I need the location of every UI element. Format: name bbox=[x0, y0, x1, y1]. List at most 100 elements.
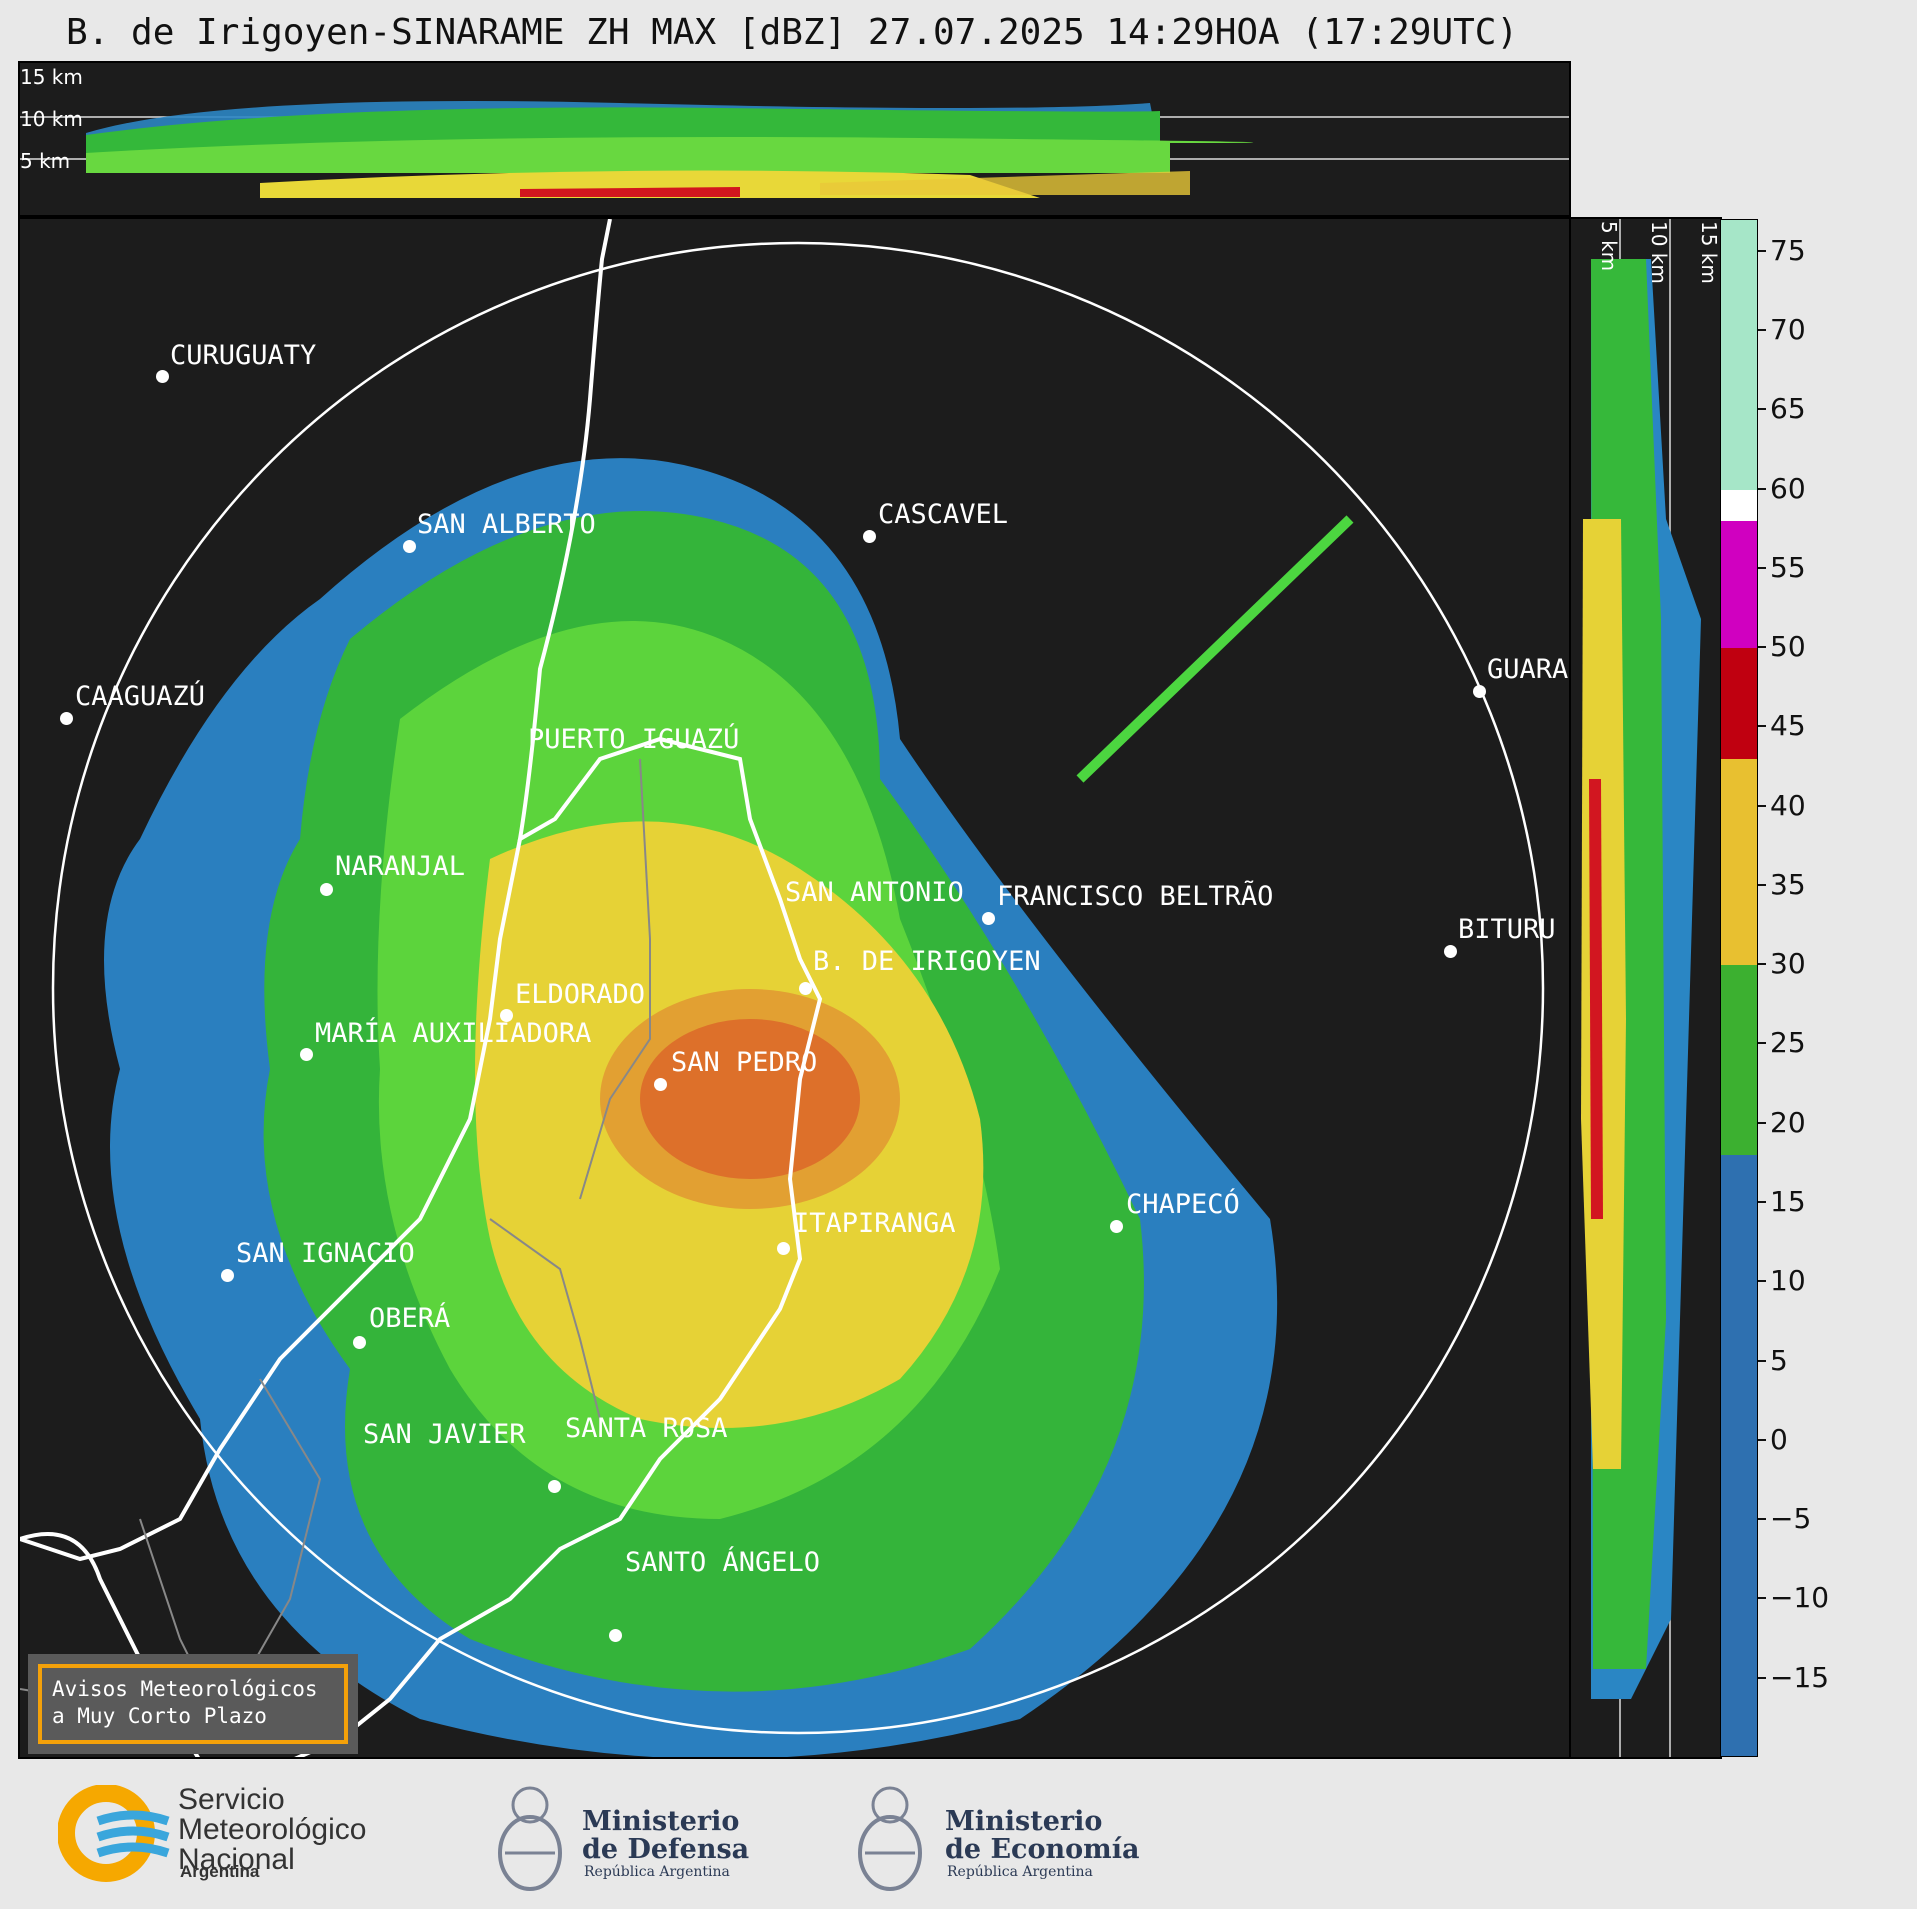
city-dot-curuguaty bbox=[156, 370, 169, 383]
colorbar-tick-label: −15 bbox=[1770, 1660, 1830, 1694]
smn-line-1: Servicio bbox=[178, 1783, 285, 1816]
radar-site-dot-b-de-irigoyen bbox=[799, 982, 812, 995]
city-dot-san-pedro bbox=[654, 1078, 667, 1091]
city-dot-guara bbox=[1473, 685, 1486, 698]
city-dot-obera bbox=[353, 1336, 366, 1349]
colorbar-tick-mark bbox=[1758, 1121, 1766, 1124]
colorbar-band-3 bbox=[1721, 648, 1757, 760]
colorbar-tick-label: 70 bbox=[1770, 312, 1806, 346]
city-label-santa-rosa: SANTA ROSA bbox=[565, 1413, 728, 1444]
colorbar-tick-label: 45 bbox=[1770, 709, 1806, 743]
city-dot-chapeco bbox=[1110, 1220, 1123, 1233]
colorbar-tick-label: 55 bbox=[1770, 550, 1806, 584]
colorbar-tick-label: −5 bbox=[1770, 1502, 1812, 1536]
smn-logo-text: Servicio Meteorológico Nacional bbox=[178, 1785, 366, 1875]
city-label-naranjal: NARANJAL bbox=[335, 851, 466, 882]
colorbar-band-5 bbox=[1721, 965, 1757, 1156]
colorbar-tick-mark bbox=[1758, 1676, 1766, 1679]
defensa-line-1: Ministerio bbox=[582, 1806, 740, 1837]
city-label-chapeco: CHAPECÓ bbox=[1126, 1189, 1240, 1220]
top-height-label-10km: 10 km bbox=[20, 107, 83, 131]
city-dot-san-ignacio bbox=[221, 1269, 234, 1282]
city-dot-itapiranga bbox=[777, 1242, 790, 1255]
colorbar-tick-mark bbox=[1758, 249, 1766, 252]
city-label-san-javier: SAN JAVIER bbox=[363, 1419, 526, 1450]
side-height-label-15km: 15 km bbox=[1697, 221, 1721, 284]
colorbar-band-6 bbox=[1721, 1155, 1757, 1756]
top-cross-section-panel: 15 km 10 km 5 km bbox=[18, 61, 1571, 217]
top-height-label-15km: 15 km bbox=[20, 65, 83, 89]
colorbar-tick-label: 25 bbox=[1770, 1026, 1806, 1060]
side-height-label-10km: 10 km bbox=[1647, 221, 1671, 284]
city-label-francisco-beltrao: FRANCISCO BELTRÃO bbox=[997, 881, 1274, 912]
defensa-coat-of-arms-icon bbox=[498, 1786, 562, 1891]
colorbar-band-2 bbox=[1721, 521, 1757, 649]
notice-line-1: Avisos Meteorológicos bbox=[52, 1677, 318, 1701]
colorbar-tick-label: 35 bbox=[1770, 867, 1806, 901]
city-dot-caaguazu bbox=[60, 712, 73, 725]
colorbar-tick-label: 20 bbox=[1770, 1105, 1806, 1139]
city-label-caaguazu: CAAGUAZÚ bbox=[75, 681, 206, 712]
city-label-eldorado: ELDORADO bbox=[515, 979, 646, 1010]
colorbar-band-1 bbox=[1721, 489, 1757, 522]
radar-echo-field bbox=[20, 219, 1545, 1757]
colorbar-tick-label: 30 bbox=[1770, 947, 1806, 981]
city-dot-santo-angelo bbox=[609, 1629, 622, 1642]
city-dot-bituru bbox=[1444, 945, 1457, 958]
colorbar-tick-label: 5 bbox=[1770, 1343, 1788, 1377]
colorbar-tick-label: 40 bbox=[1770, 788, 1806, 822]
top-cross-section-echoes bbox=[20, 101, 1569, 198]
colorbar-band-0 bbox=[1721, 220, 1757, 490]
city-dot-santa-rosa bbox=[548, 1480, 561, 1493]
colorbar-tick-mark bbox=[1758, 725, 1766, 728]
city-label-san-pedro: SAN PEDRO bbox=[671, 1047, 818, 1078]
colorbar-tick-mark bbox=[1758, 408, 1766, 411]
side-cross-section-echoes bbox=[1581, 219, 1701, 1757]
notice-box[interactable]: Avisos Meteorológicos a Muy Corto Plazo bbox=[28, 1654, 358, 1754]
city-label-itapiranga: ITAPIRANGA bbox=[793, 1208, 956, 1239]
colorbar-tick-mark bbox=[1758, 1597, 1766, 1600]
side-height-label-5km: 5 km bbox=[1597, 221, 1621, 272]
colorbar-tick-mark bbox=[1758, 804, 1766, 807]
colorbar-tick-label: 15 bbox=[1770, 1185, 1806, 1219]
colorbar-tick-mark bbox=[1758, 1518, 1766, 1521]
colorbar-tick-mark bbox=[1758, 1359, 1766, 1362]
city-label-cascavel: CASCAVEL bbox=[878, 499, 1009, 530]
colorbar-tick-mark bbox=[1758, 1042, 1766, 1045]
side-cross-section-panel: 5 km 10 km 15 km bbox=[1569, 217, 1722, 1759]
city-label-san-ignacio: SAN IGNACIO bbox=[236, 1238, 415, 1269]
city-label-san-antonio: SAN ANTONIO bbox=[785, 877, 964, 908]
city-label-b-de-irigoyen: B. DE IRIGOYEN bbox=[813, 946, 1041, 977]
city-label-san-alberto: SAN ALBERTO bbox=[417, 509, 596, 540]
city-dot-maria-auxiliadora bbox=[300, 1048, 313, 1061]
colorbar-tick-mark bbox=[1758, 1201, 1766, 1204]
colorbar-tick-label: 75 bbox=[1770, 233, 1806, 267]
city-dot-eldorado bbox=[500, 1009, 513, 1022]
colorbar-tick-mark bbox=[1758, 1438, 1766, 1441]
city-label-curuguaty: CURUGUATY bbox=[170, 340, 317, 371]
smn-line-2: Meteorológico bbox=[178, 1813, 367, 1846]
colorbar-tick-label: 10 bbox=[1770, 1264, 1806, 1298]
economia-title: Ministerio de Economía bbox=[945, 1808, 1139, 1864]
colorbar-tick-mark bbox=[1758, 566, 1766, 569]
city-label-obera: OBERÁ bbox=[369, 1303, 451, 1334]
colorbar-tick-mark bbox=[1758, 963, 1766, 966]
colorbar-tick-mark bbox=[1758, 646, 1766, 649]
colorbar-tick-mark bbox=[1758, 1280, 1766, 1283]
economia-sub: República Argentina bbox=[947, 1864, 1093, 1880]
colorbar-tick-label: 65 bbox=[1770, 392, 1806, 426]
economia-line-1: Ministerio bbox=[945, 1806, 1103, 1837]
dbz-colorbar bbox=[1720, 219, 1758, 1757]
colorbar-tick-label: 60 bbox=[1770, 471, 1806, 505]
city-dot-cascavel bbox=[863, 530, 876, 543]
colorbar-tick-mark bbox=[1758, 883, 1766, 886]
city-label-maria-auxiliadora: MARÍA AUXILIADORA bbox=[315, 1018, 592, 1049]
economia-line-2: de Economía bbox=[945, 1834, 1140, 1865]
smn-line-3: Nacional bbox=[178, 1843, 295, 1876]
smn-logo-icon bbox=[58, 1785, 170, 1882]
city-dot-francisco-beltrao bbox=[982, 912, 995, 925]
colorbar-tick-label: −10 bbox=[1770, 1581, 1830, 1615]
map-title: B. de Irigoyen-SINARAME ZH MAX [dBZ] 27.… bbox=[66, 12, 1519, 53]
city-label-puerto-iguazu: PUERTO IGUAZÚ bbox=[528, 724, 740, 755]
defensa-sub: República Argentina bbox=[584, 1864, 730, 1880]
